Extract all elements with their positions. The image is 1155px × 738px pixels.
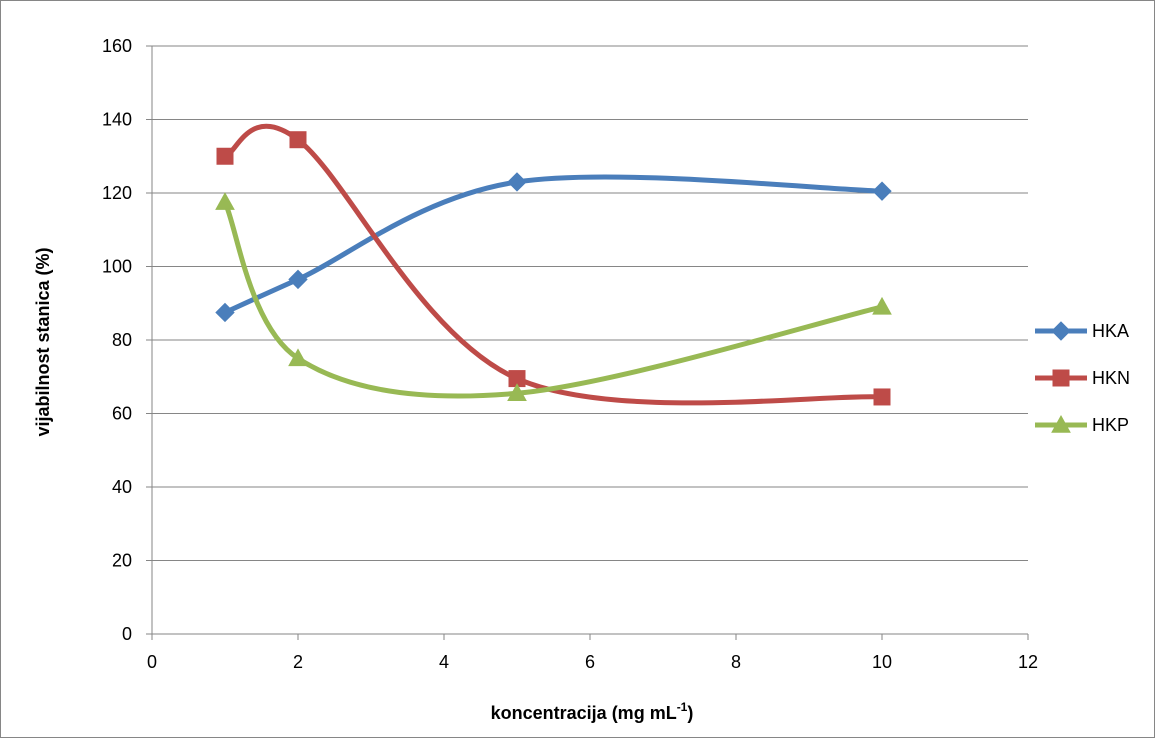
y-tick-label-20: 20: [112, 551, 132, 571]
x-tick-label-12: 12: [1018, 652, 1038, 672]
legend-marker-hkn: [1052, 369, 1070, 387]
y-tick-label-60: 60: [112, 404, 132, 424]
point-hka-10: [872, 181, 892, 201]
legend-label-hkn: HKN: [1092, 368, 1130, 388]
y-tick-label-40: 40: [112, 477, 132, 497]
y-tick-label-0: 0: [122, 624, 132, 644]
y-tick-label-80: 80: [112, 330, 132, 350]
legend-marker-hka: [1051, 321, 1071, 341]
y-tick-label-140: 140: [102, 110, 132, 130]
point-hka-2: [288, 269, 308, 290]
legend-item-hkp: HKP: [1035, 414, 1129, 435]
series-layer: [215, 123, 892, 406]
x-tick-label-10: 10: [872, 652, 892, 672]
point-hkp-5: [507, 383, 527, 401]
legend-marker-hkp: [1051, 414, 1071, 433]
point-hka-5: [507, 172, 527, 192]
series-hka: [215, 172, 892, 323]
series-line-hkp: [222, 199, 885, 399]
point-hkp-10: [872, 296, 892, 315]
point-hkn-10: [873, 388, 891, 406]
point-hkp-2: [288, 348, 308, 367]
x-tick-label-0: 0: [147, 652, 157, 672]
y-tick-label-100: 100: [102, 257, 132, 277]
x-tick-label-6: 6: [585, 652, 595, 672]
legend: HKA HKN HKP: [1035, 321, 1130, 435]
series-hkn: [216, 123, 891, 406]
x-tick-label-8: 8: [731, 652, 741, 672]
y-axis-title: vijabilnost stanica (%): [33, 247, 53, 436]
legend-label-hkp: HKP: [1092, 415, 1129, 435]
y-tick-labels: 0 20 40 60 80 100 120 140 160: [102, 36, 132, 644]
x-axis-title-sup: -1: [677, 700, 688, 714]
y-tick-label-160: 160: [102, 36, 132, 56]
y-tick-label-120: 120: [102, 183, 132, 203]
series-line-hka: [222, 174, 885, 315]
x-axis-title-main: koncentracija (mg mL: [491, 703, 677, 723]
point-hkn-1: [216, 147, 234, 165]
point-hkp-1: [215, 192, 235, 210]
x-tick-labels: 0 2 4 6 8 10 12: [147, 652, 1038, 672]
series-hkp: [215, 192, 892, 401]
legend-item-hka: HKA: [1035, 321, 1129, 341]
x-tick-label-4: 4: [439, 652, 449, 672]
series-line-hkn: [222, 123, 885, 406]
x-axis-title-end: ): [687, 703, 693, 723]
legend-item-hkn: HKN: [1035, 368, 1130, 388]
x-tick-label-2: 2: [293, 652, 303, 672]
gridlines: [152, 45, 1028, 561]
legend-label-hka: HKA: [1092, 321, 1129, 341]
axes: [146, 45, 1029, 640]
point-hkn-2: [289, 131, 307, 149]
x-axis-title: koncentracija (mg mL-1): [491, 700, 694, 723]
point-hka-1: [215, 302, 235, 323]
